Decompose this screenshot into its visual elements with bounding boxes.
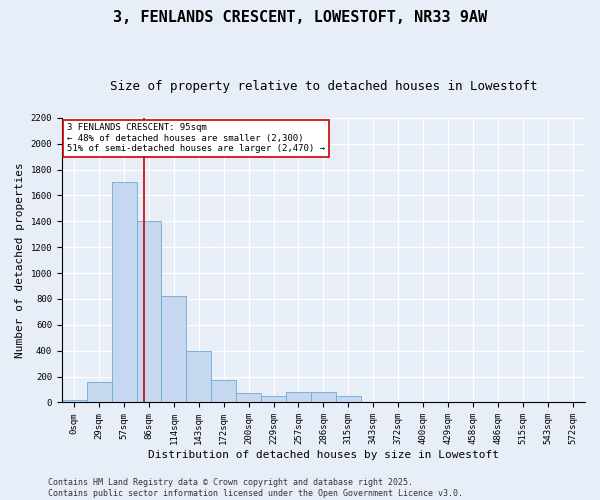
Bar bbox=[161, 296, 187, 403]
Text: 3 FENLANDS CRESCENT: 95sqm
← 48% of detached houses are smaller (2,300)
51% of s: 3 FENLANDS CRESCENT: 95sqm ← 48% of deta… bbox=[67, 124, 325, 154]
Text: 3, FENLANDS CRESCENT, LOWESTOFT, NR33 9AW: 3, FENLANDS CRESCENT, LOWESTOFT, NR33 9A… bbox=[113, 10, 487, 25]
Bar bbox=[86, 382, 112, 402]
Y-axis label: Number of detached properties: Number of detached properties bbox=[15, 162, 25, 358]
Text: Contains HM Land Registry data © Crown copyright and database right 2025.
Contai: Contains HM Land Registry data © Crown c… bbox=[48, 478, 463, 498]
Bar bbox=[311, 392, 336, 402]
Bar bbox=[336, 396, 361, 402]
Bar bbox=[112, 182, 137, 402]
Bar bbox=[137, 222, 161, 402]
Bar bbox=[187, 350, 211, 403]
Bar bbox=[261, 396, 286, 402]
Bar bbox=[286, 392, 311, 402]
Bar bbox=[236, 394, 261, 402]
Bar bbox=[211, 380, 236, 402]
X-axis label: Distribution of detached houses by size in Lowestoft: Distribution of detached houses by size … bbox=[148, 450, 499, 460]
Bar bbox=[62, 400, 86, 402]
Title: Size of property relative to detached houses in Lowestoft: Size of property relative to detached ho… bbox=[110, 80, 537, 93]
